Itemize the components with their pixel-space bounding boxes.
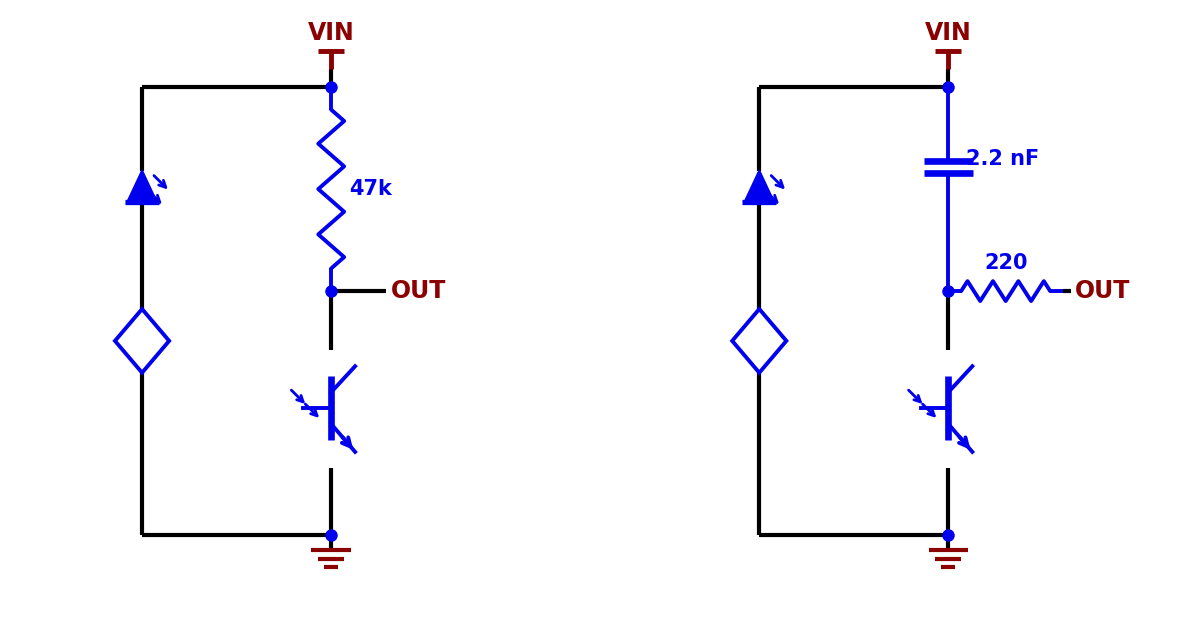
Polygon shape <box>127 171 157 202</box>
Text: 220: 220 <box>984 253 1027 273</box>
Text: 2.2 nF: 2.2 nF <box>966 148 1039 169</box>
Text: VIN: VIN <box>308 21 354 45</box>
Polygon shape <box>115 309 169 373</box>
Text: 47k: 47k <box>349 179 392 199</box>
Text: OUT: OUT <box>1075 279 1130 303</box>
Polygon shape <box>744 171 774 202</box>
Polygon shape <box>732 309 786 373</box>
Text: OUT: OUT <box>391 279 446 303</box>
Text: VIN: VIN <box>925 21 972 45</box>
